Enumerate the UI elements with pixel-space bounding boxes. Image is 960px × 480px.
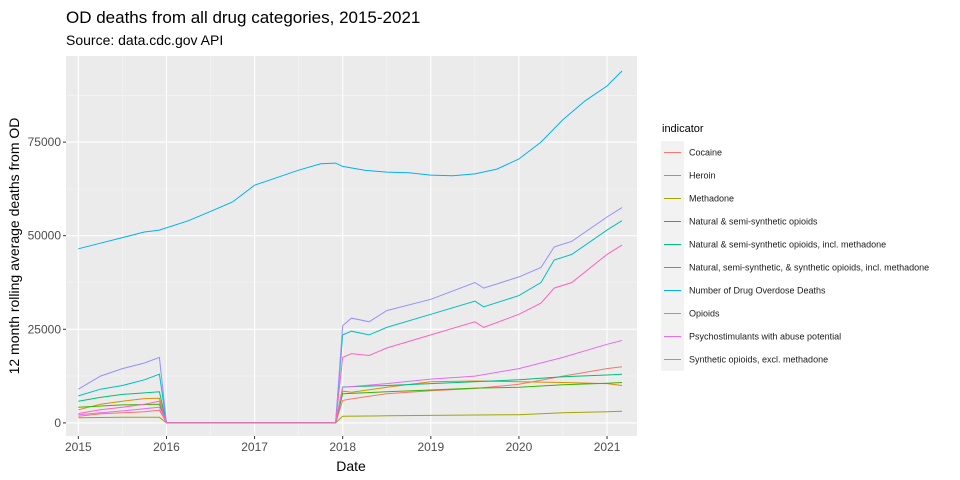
- series-line: [78, 366, 623, 424]
- series-line: [78, 244, 623, 424]
- legend-label: Number of Drug Overdose Deaths: [689, 286, 826, 296]
- legend-label: Cocaine: [689, 148, 722, 158]
- legend-label: Opioids: [689, 309, 720, 319]
- x-tick-label: 2015: [65, 440, 92, 454]
- y-tick-label: 75000: [28, 135, 62, 149]
- x-tick-label: 2019: [417, 440, 444, 454]
- x-tick-label: 2018: [329, 440, 356, 454]
- legend-label: Synthetic opioids, excl. methadone: [689, 355, 828, 365]
- chart-subtitle: Source: data.cdc.gov API: [66, 32, 223, 48]
- series-line: [78, 380, 623, 424]
- x-axis-title: Date: [336, 458, 366, 474]
- legend-label: Natural & semi-synthetic opioids, incl. …: [689, 240, 886, 250]
- legend-label: Psychostimulants with abuse potential: [689, 332, 841, 342]
- series-line: [78, 410, 623, 424]
- x-tick-label: 2017: [241, 440, 268, 454]
- plot-panel: [66, 56, 637, 436]
- series-line: [78, 220, 623, 424]
- y-axis: 0 25000 50000 75000: [28, 135, 66, 430]
- y-tick-label: 25000: [28, 322, 62, 336]
- y-tick-label: 50000: [28, 229, 62, 243]
- x-tick-label: 2016: [153, 440, 180, 454]
- x-tick-label: 2021: [594, 440, 621, 454]
- series-line: [78, 70, 623, 250]
- series-lines: [78, 70, 623, 424]
- legend-label: Natural & semi-synthetic opioids: [689, 217, 818, 227]
- x-axis: 2015 2016 2017 2018 2019 2020 2021: [65, 436, 621, 454]
- series-line: [78, 340, 623, 424]
- y-tick-label: 0: [54, 416, 61, 430]
- chart-title: OD deaths from all drug categories, 2015…: [66, 8, 420, 27]
- legend-label: Natural, semi-synthetic, & synthetic opi…: [689, 263, 929, 273]
- legend-label: Heroin: [689, 171, 716, 181]
- y-axis-title: 12 month rolling average deaths from OD: [6, 118, 22, 375]
- x-tick-label: 2020: [506, 440, 533, 454]
- legend-title: indicator: [662, 123, 704, 135]
- series-line: [78, 207, 623, 424]
- legend: indicator Cocaine Heroin Methadone Natural …: [661, 123, 929, 371]
- series-line: [78, 382, 623, 424]
- legend-label: Methadone: [689, 194, 734, 204]
